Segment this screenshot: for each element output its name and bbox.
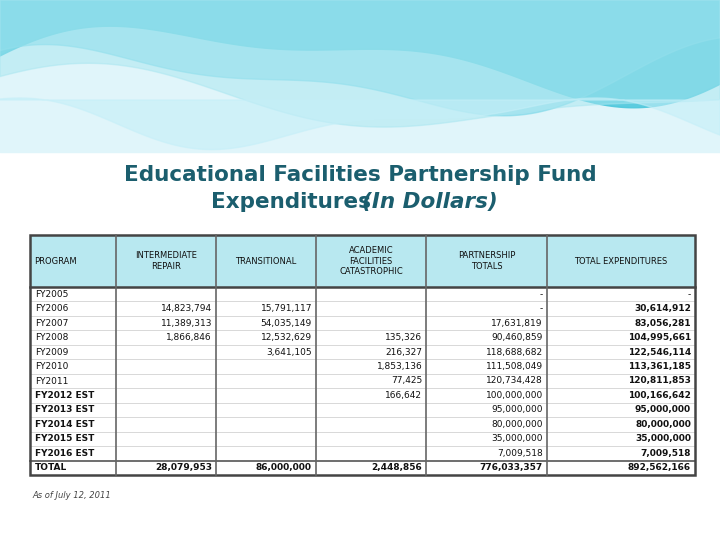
Text: 90,460,859: 90,460,859 [492, 333, 543, 342]
Text: -: - [539, 290, 543, 299]
Text: 776,033,357: 776,033,357 [480, 463, 543, 472]
Text: 15,791,117: 15,791,117 [261, 304, 312, 313]
Text: PROGRAM: PROGRAM [34, 256, 76, 266]
Bar [30, 235, 695, 475]
Text: 30,614,912: 30,614,912 [634, 304, 691, 313]
Text: (In Dollars): (In Dollars) [362, 192, 498, 212]
Text: 86,000,000: 86,000,000 [256, 463, 312, 472]
Text: 111,508,049: 111,508,049 [486, 362, 543, 371]
Text: FY2016 EST: FY2016 EST [35, 449, 94, 458]
Text: FY2015 EST: FY2015 EST [35, 434, 94, 443]
Text: 95,000,000: 95,000,000 [635, 406, 691, 414]
Text: INTERMEDIATE
REPAIR: INTERMEDIATE REPAIR [135, 251, 197, 271]
Text: 35,000,000: 35,000,000 [635, 434, 691, 443]
Text: FY2011: FY2011 [35, 376, 68, 386]
Text: FY2010: FY2010 [35, 362, 68, 371]
Text: 14,823,794: 14,823,794 [161, 304, 212, 313]
Text: 35,000,000: 35,000,000 [491, 434, 543, 443]
Text: 80,000,000: 80,000,000 [635, 420, 691, 429]
Text: ACADEMIC
FACILITIES
CATASTROPHIC: ACADEMIC FACILITIES CATASTROPHIC [339, 246, 403, 276]
Text: 100,166,642: 100,166,642 [628, 391, 691, 400]
Text: 28,079,953: 28,079,953 [155, 463, 212, 472]
Text: As of July 12, 2011: As of July 12, 2011 [32, 490, 111, 500]
Text: 1,853,136: 1,853,136 [377, 362, 422, 371]
Text: PARTNERSHIP
TOTALS: PARTNERSHIP TOTALS [458, 251, 516, 271]
Text: FY2006: FY2006 [35, 304, 68, 313]
Text: 95,000,000: 95,000,000 [491, 406, 543, 414]
Text: FY2014 EST: FY2014 EST [35, 420, 94, 429]
Text: TOTAL: TOTAL [35, 463, 67, 472]
Text: 2,448,856: 2,448,856 [372, 463, 422, 472]
Text: 166,642: 166,642 [385, 391, 422, 400]
Text: FY2007: FY2007 [35, 319, 68, 328]
Text: FY2005: FY2005 [35, 290, 68, 299]
Text: TOTAL EXPENDITURES: TOTAL EXPENDITURES [575, 256, 667, 266]
Text: 100,000,000: 100,000,000 [485, 391, 543, 400]
Text: 120,811,853: 120,811,853 [628, 376, 691, 386]
Text: 83,056,281: 83,056,281 [634, 319, 691, 328]
Text: -: - [688, 290, 691, 299]
Text: 7,009,518: 7,009,518 [497, 449, 543, 458]
Text: 11,389,313: 11,389,313 [161, 319, 212, 328]
Text: 892,562,166: 892,562,166 [628, 463, 691, 472]
Text: 120,734,428: 120,734,428 [486, 376, 543, 386]
Text: 17,631,819: 17,631,819 [491, 319, 543, 328]
Text: 216,327: 216,327 [385, 348, 422, 356]
Text: Educational Facilities Partnership Fund: Educational Facilities Partnership Fund [124, 165, 596, 185]
Text: 104,995,661: 104,995,661 [628, 333, 691, 342]
Text: 113,361,185: 113,361,185 [628, 362, 691, 371]
Text: 118,688,682: 118,688,682 [486, 348, 543, 356]
Text: 122,546,114: 122,546,114 [628, 348, 691, 356]
Text: 54,035,149: 54,035,149 [261, 319, 312, 328]
Text: FY2012 EST: FY2012 EST [35, 391, 94, 400]
Text: FY2009: FY2009 [35, 348, 68, 356]
Text: 1,866,846: 1,866,846 [166, 333, 212, 342]
Text: 3,641,105: 3,641,105 [266, 348, 312, 356]
Text: 80,000,000: 80,000,000 [491, 420, 543, 429]
Text: 12,532,629: 12,532,629 [261, 333, 312, 342]
Text: 135,326: 135,326 [385, 333, 422, 342]
Text: 7,009,518: 7,009,518 [641, 449, 691, 458]
Text: FY2013 EST: FY2013 EST [35, 406, 94, 414]
Text: 77,425: 77,425 [391, 376, 422, 386]
Text: -: - [539, 304, 543, 313]
Text: FY2008: FY2008 [35, 333, 68, 342]
Text: Expenditures: Expenditures [211, 192, 379, 212]
Text: TRANSITIONAL: TRANSITIONAL [235, 256, 297, 266]
Bar [30, 235, 695, 287]
